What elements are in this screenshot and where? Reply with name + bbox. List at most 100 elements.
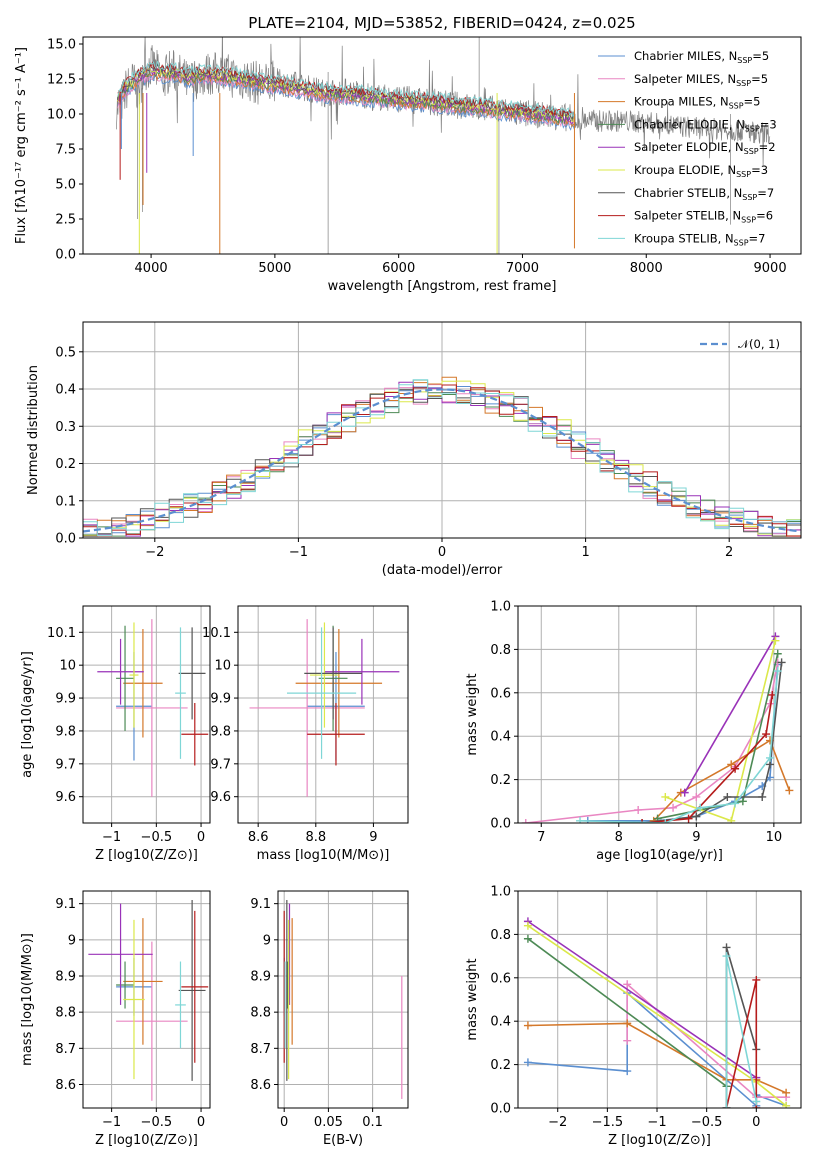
axes-frame [82, 890, 211, 1109]
weight-marker-salpeter-elodie [680, 788, 689, 797]
x-tick-label: 9 [692, 830, 700, 845]
x-axis-label: mass [log10(M/M⊙)] [257, 848, 390, 863]
y-axis-label: mass [log10(M/M⊙)] [20, 933, 35, 1066]
y-tick-label: 8.8 [55, 1006, 76, 1021]
x-tick-label: 10 [766, 830, 783, 845]
y-tick-label: 0.2 [490, 1058, 511, 1073]
y-tick-label: 0.4 [490, 1015, 511, 1030]
y-tick-label: 8.6 [55, 1078, 76, 1093]
weight-marker-kroupa-stelib [731, 799, 740, 808]
weight-vs-metallicity-panel: −2 −1.5 −1 −0.5 0 0.0 0.2 0.4 0.6 0.8 1.0 Z [log10(… [465, 885, 802, 1148]
y-tick-label: 9.7 [210, 757, 231, 772]
x-tick-label: −0.5 [691, 1115, 723, 1130]
y-tick-label: 8.7 [55, 1042, 76, 1057]
y-tick-label: 8.6 [250, 1078, 271, 1093]
model-spectrum-salpeter-miles [117, 71, 575, 128]
model-spectrum-chabrier-stelib [117, 62, 575, 120]
x-tick-label: −1 [102, 1115, 121, 1130]
legend-label-salpeter-stelib: Salpeter STELIB, NSSP=6 [634, 209, 773, 225]
axes-frame [277, 890, 409, 1109]
y-tick-label: 9.1 [250, 897, 271, 912]
y-tick-label: 10.1 [47, 626, 76, 641]
x-tick-label: 9000 [754, 261, 787, 276]
weight-marker-kroupa-stelib [765, 753, 774, 762]
x-tick-label: −1 [647, 1115, 666, 1130]
y-tick-label: 8.9 [250, 969, 271, 984]
x-tick-label: −1.5 [592, 1115, 624, 1130]
y-tick-label: 10 [214, 659, 231, 674]
y-tick-label: 9.8 [55, 724, 76, 739]
weight-marker-kroupa-miles [727, 760, 736, 769]
y-tick-label: 12.5 [47, 73, 76, 88]
y-tick-label: 8.8 [250, 1006, 271, 1021]
y-tick-label: 15.0 [47, 38, 76, 53]
y-axis-label: age [log10(age/yr)] [20, 651, 35, 778]
y-tick-label: 8.7 [250, 1042, 271, 1057]
y-tick-label: 0.8 [490, 643, 511, 658]
y-tick-label: 9.9 [55, 692, 76, 707]
legend-label-kroupa-miles: Kroupa MILES, NSSP=5 [634, 95, 761, 111]
weight-marker-chabrier-elodie [773, 649, 782, 658]
x-tick-label: 0 [752, 1115, 760, 1130]
x-tick-label: 6000 [382, 261, 415, 276]
weight-marker-salpeter-miles [623, 980, 632, 989]
y-tick-label: 9.7 [55, 757, 76, 772]
legend-label-chabrier-elodie: Chabrier ELODIE, NSSP=3 [634, 117, 777, 133]
weight-marker-chabrier-stelib [692, 812, 701, 821]
x-tick-label: 7 [537, 830, 545, 845]
weight-marker-salpeter-miles [669, 803, 678, 812]
y-tick-label: 10 [59, 659, 76, 674]
weight-vs-age-panel: 7 8 9 10 0.0 0.2 0.4 0.6 0.8 1.0 age [log10(age/yr… [465, 600, 802, 863]
histogram-kroupa-stelib [83, 379, 801, 537]
y-tick-label: 7.5 [55, 143, 76, 158]
x-tick-label: 8000 [630, 261, 663, 276]
weight-marker-kroupa-stelib [752, 1097, 761, 1106]
x-tick-label: −0.5 [141, 830, 173, 845]
axes-frame [517, 605, 802, 824]
y-tick-label: 9 [263, 933, 271, 948]
x-axis-label: wavelength [Angstrom, rest frame] [328, 279, 557, 294]
x-tick-label: 0 [197, 1115, 205, 1130]
y-tick-label: 9.6 [55, 790, 76, 805]
x-axis-label: Z [log10(Z/Z⊙)] [608, 1133, 711, 1148]
x-tick-label: −1 [102, 830, 121, 845]
y-axis-label: mass weight [465, 673, 480, 755]
x-tick-label: 0 [197, 830, 205, 845]
x-tick-label: −1 [289, 545, 308, 560]
age-vs-metallicity-panel: −1 −0.5 0 9.6 9.7 9.8 9.9 10 10.1 Z [log10(Z/Z⊙)]… [20, 605, 211, 863]
legend-label-kroupa-stelib: Kroupa STELIB, NSSP=7 [634, 231, 765, 247]
weight-marker-chabrier-miles [523, 1058, 532, 1067]
weight-marker-salpeter-stelib [752, 975, 761, 984]
y-tick-label: 1.0 [490, 600, 511, 615]
weight-marker-salpeter-stelib [762, 730, 771, 739]
weight-marker-chabrier-miles [623, 1067, 632, 1076]
y-axis-label: Normed distribution [26, 365, 41, 495]
y-tick-label: 5.0 [55, 178, 76, 193]
model-spectrum-chabrier-elodie [117, 67, 575, 124]
y-tick-label: 0.2 [490, 773, 511, 788]
plot-area [88, 900, 209, 1101]
x-axis-label: age [log10(age/yr)] [596, 848, 723, 863]
weight-marker-kroupa-stelib [576, 816, 585, 823]
x-tick-label: 4000 [135, 261, 168, 276]
legend-label-kroupa-elodie: Kroupa ELODIE, NSSP=3 [634, 163, 768, 179]
x-tick-label: −2 [548, 1115, 567, 1130]
weight-marker-salpeter-stelib [638, 819, 647, 823]
x-tick-label: 7000 [506, 261, 539, 276]
plot-area [97, 619, 209, 797]
weight-marker-salpeter-stelib [731, 764, 740, 773]
weight-marker-kroupa-miles [785, 786, 794, 795]
plot-area [249, 619, 400, 797]
y-tick-label: 8.9 [55, 969, 76, 984]
histogram-kroupa-miles [83, 376, 801, 537]
weight-marker-chabrier-stelib [758, 792, 767, 801]
weight-marker-kroupa-stelib [722, 1104, 731, 1108]
y-tick-label: 0.0 [55, 532, 76, 547]
x-tick-label: 5000 [258, 261, 291, 276]
weight-marker-kroupa-elodie [782, 1101, 791, 1108]
weight-marker-salpeter-miles [634, 805, 643, 814]
histogram-salpeter-stelib [83, 384, 801, 537]
weight-marker-salpeter-miles [692, 792, 701, 801]
x-tick-label: 0 [280, 1115, 288, 1130]
x-tick-label: 0.05 [314, 1115, 343, 1130]
